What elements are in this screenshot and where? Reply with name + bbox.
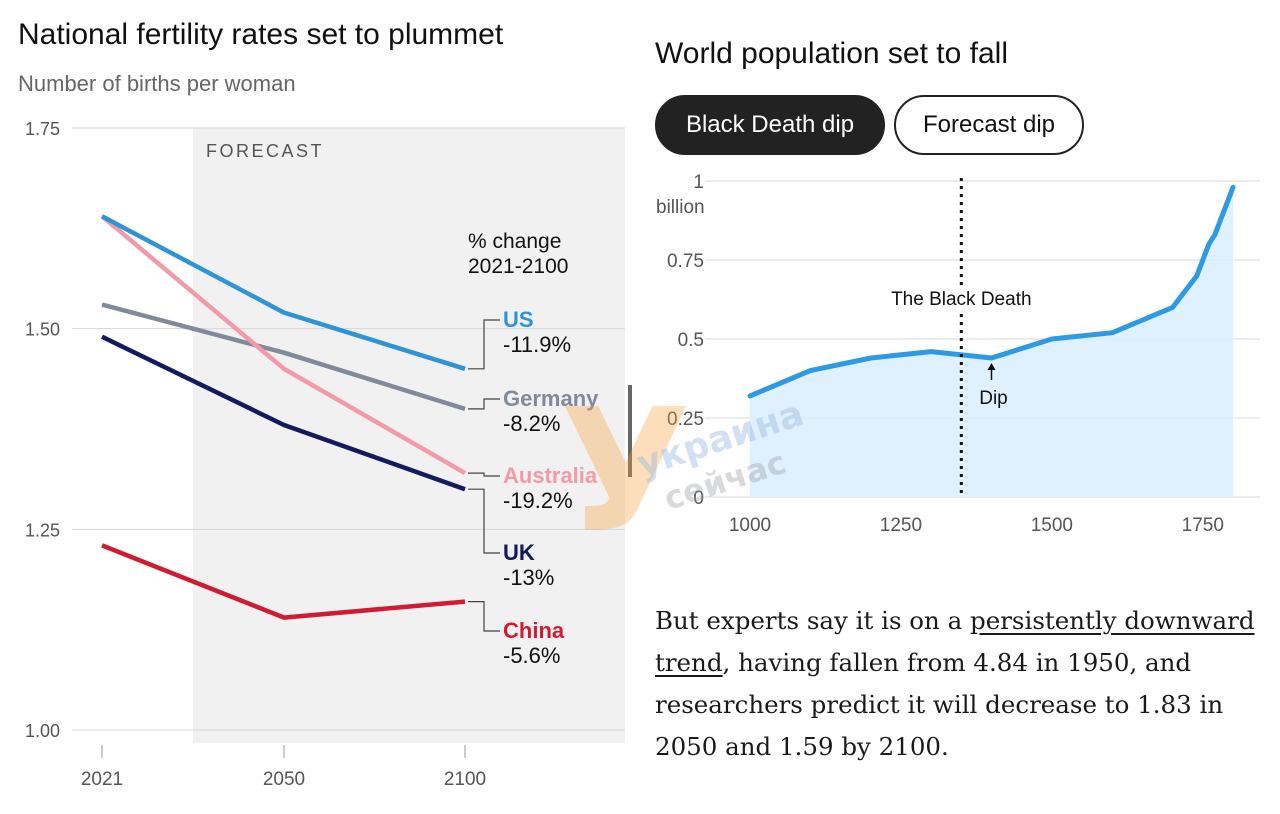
forecast-label: FORECAST [206, 141, 324, 161]
legend-change-germany: -8.2% [503, 411, 560, 436]
legend-change-uk: -13% [503, 565, 554, 590]
population-chart: World population set to fall 1 0.75 0.5 0.2… [655, 37, 1260, 536]
pop-y-unit: billion [656, 197, 705, 218]
legend-name-germany: Germany [503, 386, 599, 411]
legend-header-line2: 2021-2100 [468, 255, 568, 278]
legend-connector-china [468, 601, 500, 632]
legend-name-china: China [503, 618, 565, 643]
pop-y-tick-label: 1 [693, 172, 704, 193]
series-line-china [101, 543, 466, 620]
fertility-chart-title: National fertility rates set to plummet [18, 18, 504, 51]
pop-y-tick-label: 0.75 [667, 251, 704, 272]
x-tick-label: 2021 [81, 769, 123, 790]
population-area [750, 187, 1233, 498]
population-chart-title: World population set to fall [655, 37, 1008, 70]
fertility-chart: National fertility rates set to plummet … [18, 18, 625, 790]
link-persistently-downward[interactable]: persistently downward [970, 606, 1255, 635]
pop-x-tick-label: 1750 [1182, 515, 1224, 536]
legend-name-us: US [503, 307, 534, 332]
legend-connector-germany [468, 398, 500, 410]
dip-label: Dip [979, 388, 1008, 409]
slider-divider[interactable] [628, 385, 632, 477]
legend-change-us: -11.9% [503, 332, 571, 357]
legend-connector-uk [468, 488, 500, 554]
y-tick-label: 1.50 [25, 320, 60, 340]
population-line [747, 184, 1236, 399]
pop-x-tick-label: 1250 [880, 515, 922, 536]
black-death-label: The Black Death [891, 289, 1031, 310]
legend-header-line1: % change [468, 230, 561, 253]
legend-change-australia: -19.2% [503, 488, 573, 513]
legend-change-china: -5.6% [503, 643, 560, 668]
pop-x-tick-label: 1500 [1031, 515, 1073, 536]
article-paragraph: But experts say it is on a persistently … [655, 600, 1270, 768]
series-line-australia [100, 214, 467, 476]
y-tick-label: 1.75 [25, 119, 60, 139]
pop-y-tick-label: 0.25 [667, 409, 704, 430]
forecast-region [193, 128, 625, 743]
pop-y-tick-label: 0 [693, 488, 704, 509]
legend-name-uk: UK [503, 540, 535, 565]
x-tick-label: 2100 [444, 769, 486, 790]
series-line-us [100, 214, 466, 371]
fertility-chart-subtitle: Number of births per woman [18, 71, 296, 96]
paragraph-text-start: But experts say it is on a [655, 606, 971, 635]
legend-connector-us [468, 319, 500, 370]
paragraph-text-end: , having fallen from 4.84 in 1950, and r… [655, 648, 1224, 761]
black-death-label-bg [889, 285, 1034, 311]
pop-x-tick-label: 1000 [729, 515, 771, 536]
x-tick-label: 2050 [263, 769, 305, 790]
tab-forecast-dip[interactable]: Forecast dip [894, 95, 1084, 155]
link-trend[interactable]: trend [655, 648, 723, 677]
dip-arrow-head [987, 362, 996, 370]
series-line-germany [101, 302, 466, 412]
pop-y-tick-label: 0.5 [678, 330, 704, 351]
legend-name-australia: Australia [503, 463, 598, 488]
series-line-uk [101, 334, 466, 492]
tab-black-death-dip[interactable]: Black Death dip [655, 95, 885, 155]
y-tick-label: 1.00 [25, 721, 60, 741]
y-tick-label: 1.25 [25, 520, 60, 540]
legend-connector-australia [468, 472, 500, 477]
